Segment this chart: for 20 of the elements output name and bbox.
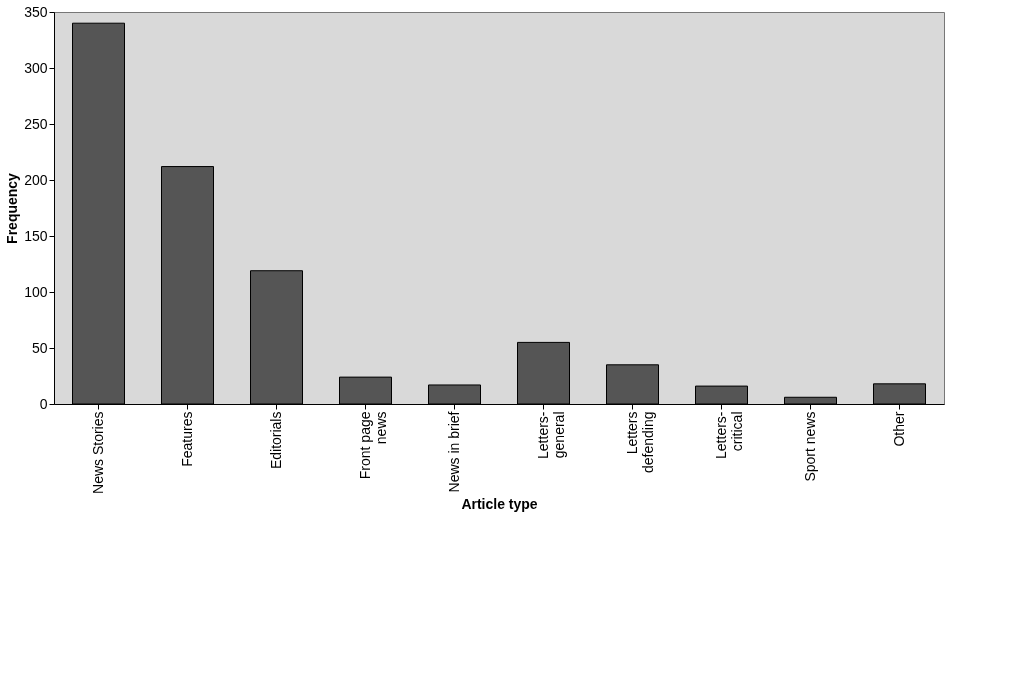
x-tick-label: Letters-general xyxy=(534,411,567,459)
x-tick-label: Letters defending xyxy=(623,411,656,474)
y-tick-label: 300 xyxy=(24,59,48,76)
y-axis-title: Frequency xyxy=(4,172,21,244)
y-tick-label: 350 xyxy=(24,3,48,20)
y-tick-label: 250 xyxy=(24,115,48,132)
x-axis-title: Article type xyxy=(461,495,538,512)
y-tick-label: 150 xyxy=(24,227,48,244)
y-tick-label: 0 xyxy=(39,395,48,412)
x-tick-label: Letters-critical xyxy=(712,411,745,459)
y-tick-label: 100 xyxy=(24,283,48,300)
y-tick-label: 50 xyxy=(31,339,48,356)
x-tick-label: News in brief xyxy=(445,411,462,493)
x-tick-label: Other xyxy=(890,411,907,447)
x-tick-label: Sport news xyxy=(801,411,818,482)
x-tick-label: News Stories xyxy=(89,411,106,494)
x-tick-label: Features xyxy=(178,411,195,467)
x-tick-label: Front page news xyxy=(356,411,389,480)
x-tick-label: Editorials xyxy=(267,411,284,470)
y-tick-label: 200 xyxy=(24,171,48,188)
